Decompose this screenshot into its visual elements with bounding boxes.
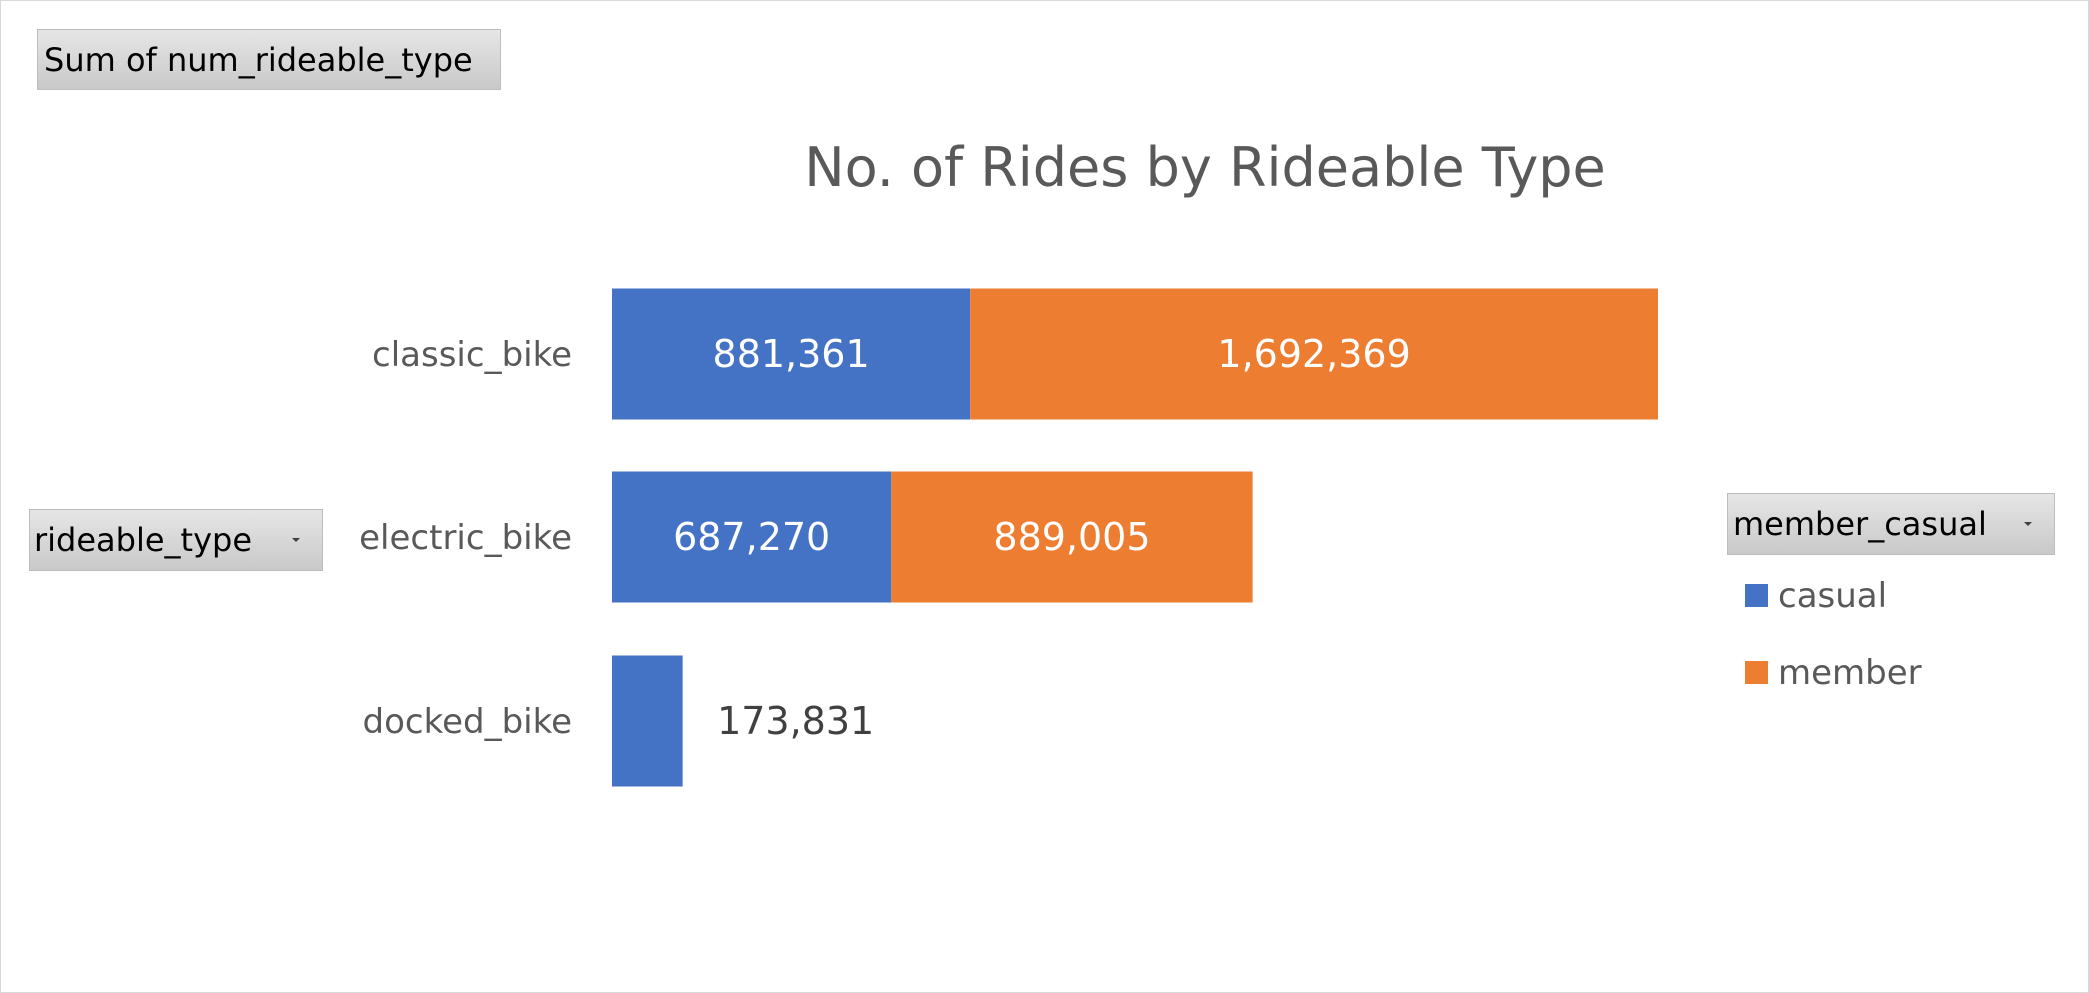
data-label-casual-electric_bike: 687,270 [673, 515, 830, 559]
axis-field-button[interactable]: rideable_type [29, 509, 323, 571]
data-label-casual-docked_bike: 173,831 [717, 699, 874, 743]
legend-label-casual: casual [1778, 576, 1887, 616]
chart-title: No. of Rides by Rideable Type [804, 136, 1606, 199]
axis-field-label: rideable_type [34, 521, 253, 559]
bar-casual-docked_bike[interactable] [612, 655, 683, 787]
data-label-member-electric_bike: 889,005 [993, 515, 1150, 559]
data-labels: 881,361 1,692,369 687,270 889,005 173,831 [673, 332, 1411, 743]
legend-field-button[interactable]: member_casual [1727, 493, 2055, 555]
legend: casual member [1745, 576, 1922, 693]
values-field-label: Sum of num_rideable_type [44, 40, 473, 79]
chevron-down-icon[interactable] [2024, 522, 2032, 526]
category-label-docked_bike: docked_bike [363, 702, 572, 742]
chevron-down-icon[interactable] [292, 538, 300, 542]
values-field-button[interactable]: Sum of num_rideable_type [37, 29, 501, 90]
bar-group [612, 288, 1658, 787]
legend-field-label: member_casual [1733, 505, 1987, 543]
bar-casual-classic_bike[interactable] [612, 288, 971, 420]
legend-swatch-member [1745, 661, 1768, 684]
category-label-electric_bike: electric_bike [359, 518, 572, 558]
data-label-casual-classic_bike: 881,361 [713, 332, 870, 376]
bar-casual-electric_bike[interactable] [612, 471, 892, 603]
bar-member-electric_bike[interactable] [891, 471, 1253, 603]
category-label-classic_bike: classic_bike [372, 335, 572, 375]
legend-swatch-casual [1745, 584, 1768, 607]
data-label-member-classic_bike: 1,692,369 [1217, 332, 1410, 376]
bar-member-classic_bike[interactable] [970, 288, 1658, 420]
category-labels: classic_bike electric_bike docked_bike [359, 335, 572, 742]
legend-label-member: member [1778, 653, 1922, 693]
